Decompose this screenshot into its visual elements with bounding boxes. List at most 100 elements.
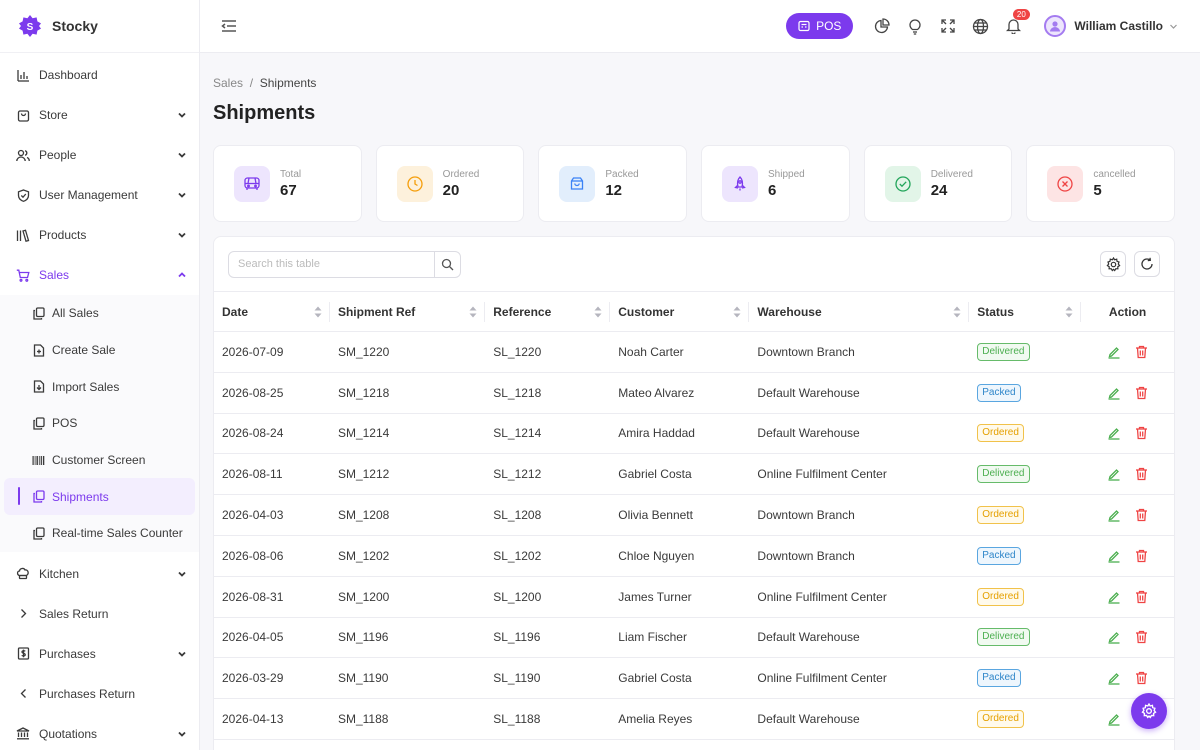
sidebar-item-user-management[interactable]: User Management <box>0 175 199 215</box>
notification-bell-icon[interactable]: 20 <box>1005 9 1030 35</box>
table-row[interactable]: 2026-03-29 SM_1190 SL_1190 Gabriel Costa Onl… <box>214 657 1174 700</box>
sidebar-subitem-real-time-sales-counter[interactable]: Real-time Sales Counter <box>0 515 199 552</box>
trash-icon[interactable] <box>1134 590 1148 604</box>
menu-toggle-icon[interactable] <box>221 19 237 33</box>
chevron-down-icon <box>177 150 187 160</box>
breadcrumb-parent[interactable]: Sales <box>213 76 244 90</box>
file-plus-icon <box>32 343 45 357</box>
status-badge: Packed <box>977 546 1021 565</box>
cell-status: Packed <box>969 372 1082 414</box>
status-badge: Packed <box>977 383 1021 402</box>
pie-chart-icon[interactable] <box>873 17 891 35</box>
bag-icon <box>16 108 30 122</box>
table-row[interactable]: 2026-08-31 SM_1200 SL_1200 James Turner Onli… <box>214 576 1174 618</box>
edit-icon[interactable] <box>1107 630 1121 645</box>
edit-icon[interactable] <box>1107 712 1121 726</box>
edit-icon[interactable] <box>1107 671 1121 685</box>
column-divider <box>484 302 486 322</box>
avatar <box>1044 15 1067 37</box>
sidebar-item-sales-return[interactable]: Sales Return <box>0 594 199 634</box>
search-icon[interactable] <box>434 251 460 277</box>
trash-icon[interactable] <box>1134 630 1148 644</box>
settings-fab-icon[interactable] <box>1131 693 1167 729</box>
table-row[interactable]: 2026-08-24 SM_1214 SL_1214 Amira Haddad Defa… <box>214 413 1174 455</box>
trash-icon[interactable] <box>1134 467 1148 481</box>
cell-warehouse: Downtown Branch <box>749 331 970 373</box>
sidebar-item-sales[interactable]: Sales <box>0 255 199 295</box>
sidebar-item-purchases[interactable]: Purchases <box>0 634 199 674</box>
sidebar-item-quotations[interactable]: Quotations <box>0 714 199 750</box>
cell-warehouse: Default Warehouse <box>749 617 970 659</box>
chevron-down-icon <box>177 729 187 739</box>
edit-icon[interactable] <box>1107 426 1121 441</box>
trash-icon[interactable] <box>1134 508 1148 522</box>
refresh-icon[interactable] <box>1134 251 1160 277</box>
column-header-shipment-ref[interactable]: Shipment Ref <box>329 291 486 332</box>
sidebar-subitem-label: POS <box>52 416 78 431</box>
edit-icon[interactable] <box>1107 549 1121 563</box>
column-header-date[interactable]: Date <box>214 291 330 332</box>
table-row[interactable]: 2026-08-25 SM_1218 SL_1218 Mateo Alvarez Def… <box>214 372 1174 414</box>
column-header-warehouse[interactable]: Warehouse <box>749 291 970 332</box>
trash-icon[interactable] <box>1134 671 1148 685</box>
edit-icon[interactable] <box>1107 508 1121 522</box>
cell-reference: SL_1190 <box>485 657 611 700</box>
chevron-down-icon <box>1169 22 1178 31</box>
sidebar-item-people[interactable]: People <box>0 135 199 175</box>
search-input[interactable] <box>229 251 434 277</box>
table-row[interactable]: 2026-08-11 SM_1212 SL_1212 Gabriel Costa Onl… <box>214 453 1174 496</box>
cell-date: 2026-08-31 <box>214 576 330 618</box>
table-row[interactable]: 2026-08-06 SM_1202 SL_1202 Chloe Nguyen Down… <box>214 535 1174 577</box>
cell-ref: SM_1190 <box>329 657 486 700</box>
table-row[interactable]: 2026-07-09 SM_1220 SL_1220 Noah Carter Downt… <box>214 331 1174 373</box>
sort-icon[interactable] <box>733 306 741 318</box>
sidebar-subitem-label: Create Sale <box>52 343 116 358</box>
edit-icon[interactable] <box>1107 590 1121 604</box>
fullscreen-icon[interactable] <box>939 17 957 35</box>
sort-icon[interactable] <box>1065 306 1073 318</box>
globe-icon[interactable] <box>972 17 990 35</box>
sidebar-subitem-create-sale[interactable]: Create Sale <box>0 332 199 369</box>
sort-icon[interactable] <box>314 306 322 318</box>
sidebar-item-purchases-return[interactable]: Purchases Return <box>0 674 199 714</box>
trash-icon[interactable] <box>1134 426 1148 440</box>
pos-button[interactable]: POS <box>786 13 854 39</box>
sidebar-item-label: Sales <box>39 268 70 282</box>
copy-icon <box>32 490 45 503</box>
sidebar-item-kitchen[interactable]: Kitchen <box>0 554 199 594</box>
sort-icon[interactable] <box>594 306 602 318</box>
cell-ref: SM_1208 <box>329 494 486 536</box>
lightbulb-icon[interactable] <box>906 17 924 35</box>
table-row[interactable]: 2026-04-13 SM_1188 SL_1188 Amelia Reyes Defa… <box>214 698 1174 740</box>
column-header-status[interactable]: Status <box>969 291 1082 332</box>
sidebar-subitem-shipments[interactable]: Shipments <box>4 478 195 516</box>
sidebar-subitem-customer-screen[interactable]: Customer Screen <box>0 442 199 479</box>
trash-icon[interactable] <box>1134 345 1148 359</box>
brand[interactable]: S Stocky <box>0 0 199 53</box>
sidebar-item-products[interactable]: Products <box>0 215 199 255</box>
trash-icon[interactable] <box>1134 549 1148 563</box>
edit-icon[interactable] <box>1107 345 1121 359</box>
column-header-reference[interactable]: Reference <box>485 291 611 332</box>
table-row[interactable]: 2026-04-05 SM_1196 SL_1196 Liam Fischer Defa… <box>214 617 1174 659</box>
edit-icon[interactable] <box>1107 467 1121 481</box>
edit-icon[interactable] <box>1107 386 1121 400</box>
sort-icon[interactable] <box>953 306 961 318</box>
sidebar-subitem-all-sales[interactable]: All Sales <box>0 295 199 332</box>
user-menu[interactable]: William Castillo <box>1044 15 1178 37</box>
search-box <box>228 250 461 278</box>
column-header-customer[interactable]: Customer <box>610 291 750 332</box>
cell-action <box>1081 617 1174 659</box>
cell-status: Packed <box>969 535 1082 577</box>
sidebar-item-store[interactable]: Store <box>0 95 199 135</box>
sidebar-subitem-import-sales[interactable]: Import Sales <box>0 368 199 405</box>
page-title: Shipments <box>213 102 316 124</box>
trash-icon[interactable] <box>1134 386 1148 400</box>
sidebar-item-dashboard[interactable]: Dashboard <box>0 55 199 95</box>
books-icon <box>16 228 30 242</box>
sort-icon[interactable] <box>469 306 477 318</box>
table-row[interactable]: 2026-04-03 SM_1208 SL_1208 Olivia Bennett Do… <box>214 494 1174 536</box>
column-header-action[interactable]: Action <box>1081 291 1174 332</box>
sidebar-subitem-pos[interactable]: POS <box>0 405 199 442</box>
table-settings-icon[interactable] <box>1100 251 1126 277</box>
